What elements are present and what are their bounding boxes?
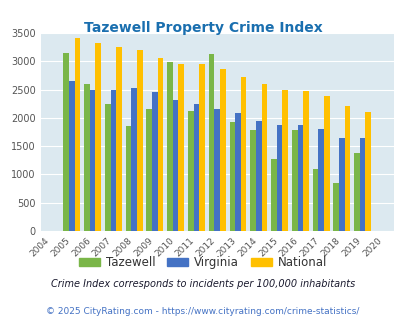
Text: © 2025 CityRating.com - https://www.cityrating.com/crime-statistics/: © 2025 CityRating.com - https://www.city…: [46, 307, 359, 315]
Bar: [104, 104, 110, 231]
Bar: [126, 126, 131, 231]
Bar: [234, 113, 240, 231]
Bar: [188, 111, 193, 231]
Bar: [354, 153, 359, 231]
Bar: [338, 138, 344, 231]
Bar: [318, 129, 323, 231]
Bar: [208, 54, 214, 231]
Bar: [291, 130, 297, 231]
Bar: [110, 90, 116, 231]
Legend: Tazewell, Virginia, National: Tazewell, Virginia, National: [74, 252, 331, 274]
Bar: [152, 92, 157, 231]
Bar: [193, 104, 199, 231]
Bar: [75, 38, 80, 231]
Bar: [281, 90, 287, 231]
Bar: [344, 106, 350, 231]
Bar: [178, 64, 183, 231]
Text: Tazewell Property Crime Index: Tazewell Property Crime Index: [83, 21, 322, 35]
Bar: [173, 100, 178, 231]
Bar: [146, 109, 152, 231]
Bar: [359, 138, 364, 231]
Bar: [250, 130, 255, 231]
Bar: [323, 96, 329, 231]
Bar: [261, 84, 266, 231]
Bar: [131, 88, 136, 231]
Bar: [157, 58, 163, 231]
Bar: [90, 90, 95, 231]
Bar: [297, 125, 303, 231]
Bar: [116, 47, 121, 231]
Bar: [199, 64, 205, 231]
Bar: [214, 109, 220, 231]
Bar: [220, 69, 225, 231]
Bar: [364, 112, 370, 231]
Bar: [69, 81, 75, 231]
Bar: [229, 122, 234, 231]
Bar: [303, 91, 308, 231]
Bar: [95, 43, 101, 231]
Bar: [312, 169, 318, 231]
Bar: [240, 77, 246, 231]
Bar: [276, 125, 281, 231]
Bar: [136, 50, 142, 231]
Bar: [255, 121, 261, 231]
Bar: [333, 183, 338, 231]
Bar: [167, 62, 173, 231]
Bar: [271, 159, 276, 231]
Bar: [84, 84, 90, 231]
Bar: [63, 53, 69, 231]
Text: Crime Index corresponds to incidents per 100,000 inhabitants: Crime Index corresponds to incidents per…: [51, 279, 354, 289]
